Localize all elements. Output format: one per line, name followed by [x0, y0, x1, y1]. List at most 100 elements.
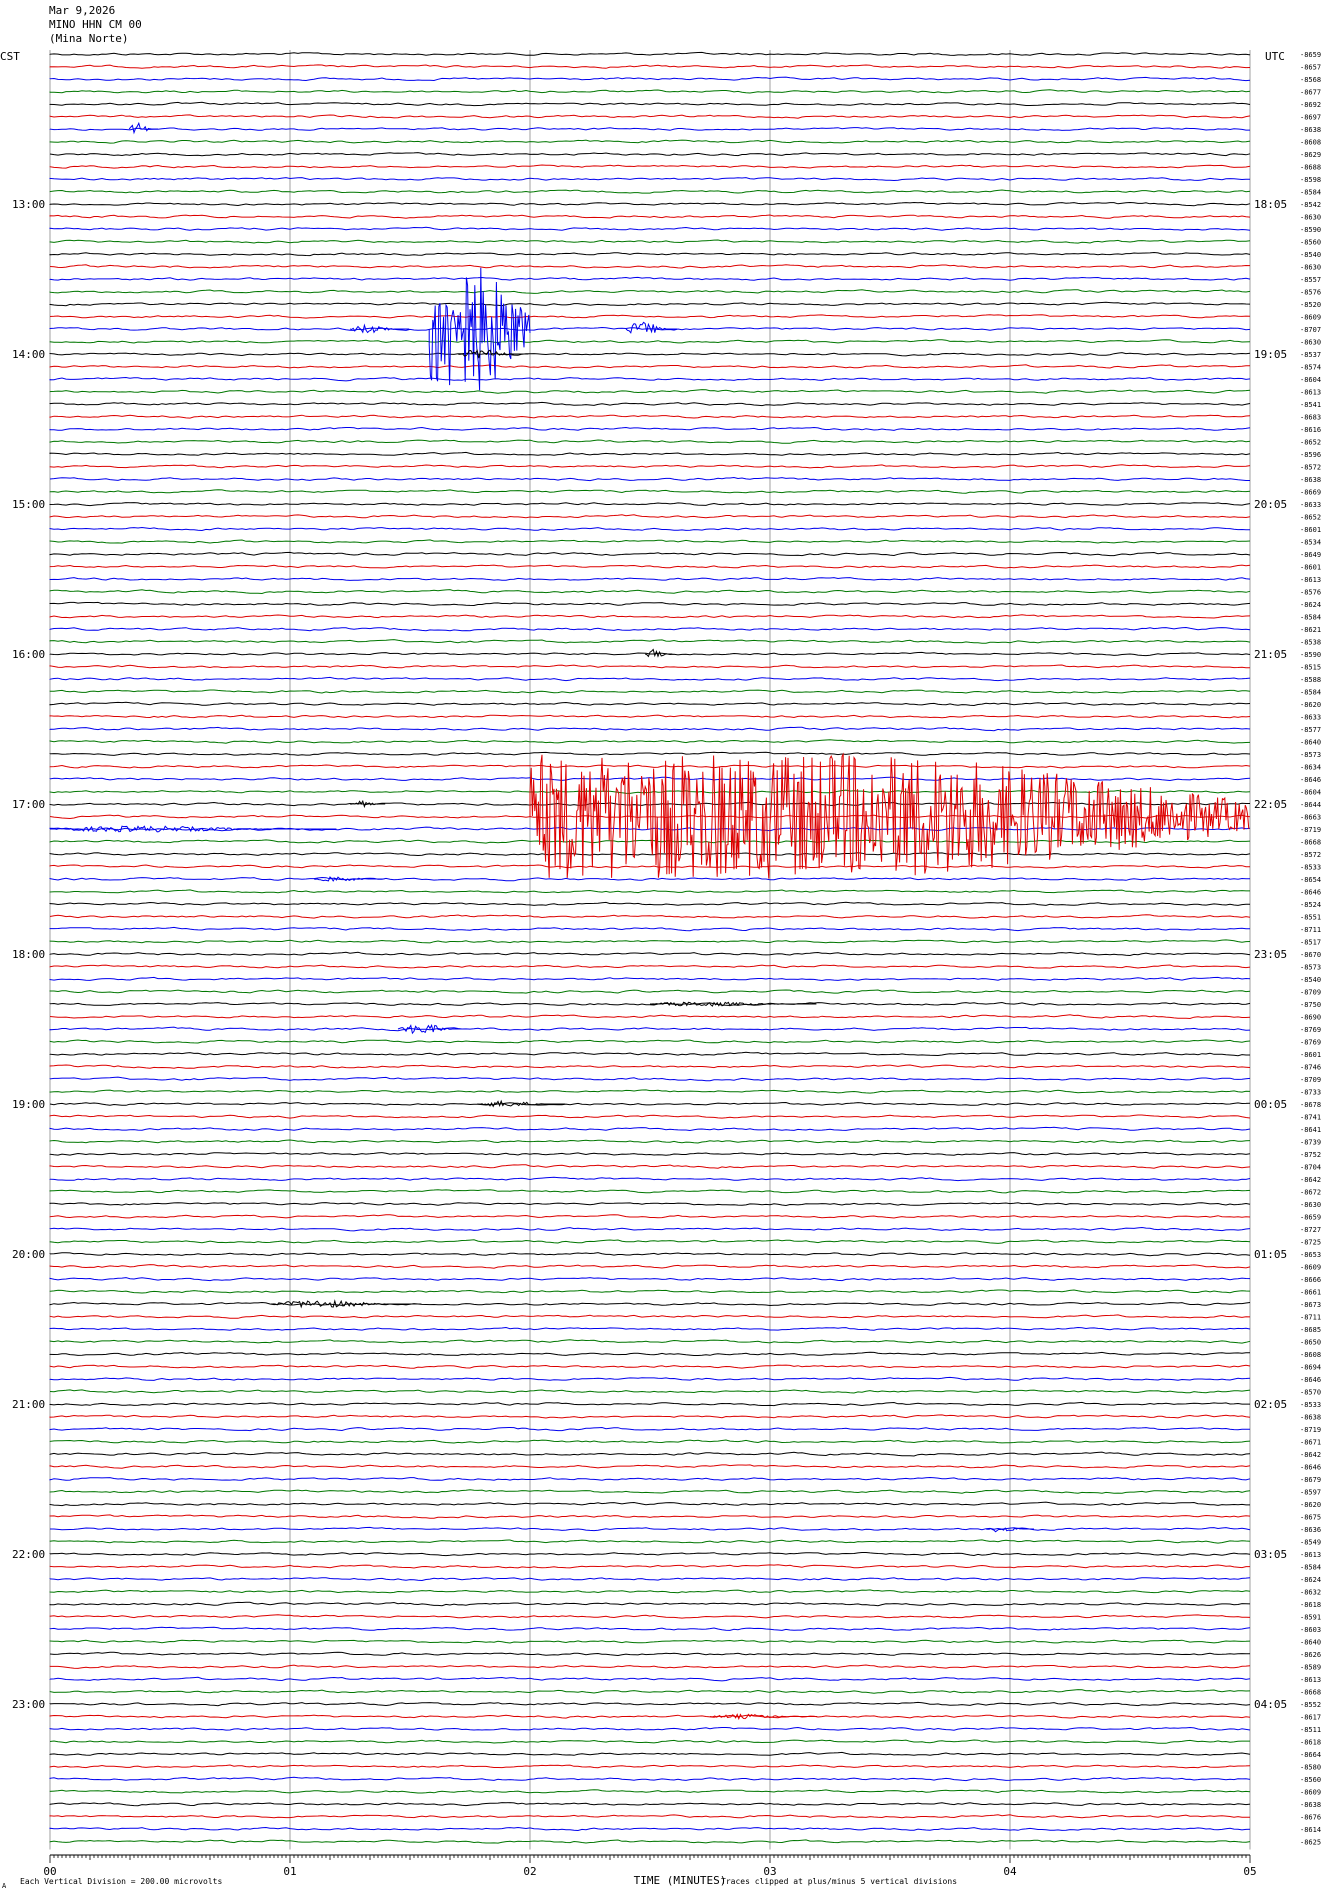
- row-value-label: -8614: [1300, 1826, 1321, 1834]
- row-value-label: -8601: [1300, 564, 1321, 572]
- row-value-label: -8604: [1300, 789, 1321, 797]
- row-value-label: -8620: [1300, 1501, 1321, 1509]
- row-value-label: -8704: [1300, 1164, 1321, 1172]
- row-value-label: -8560: [1300, 1776, 1321, 1784]
- row-value-label: -8654: [1300, 876, 1321, 884]
- trace-row-30: [49, 426, 1251, 431]
- row-value-label: -8573: [1300, 964, 1321, 972]
- row-value-label: -8617: [1300, 1714, 1321, 1722]
- row-value-label: -8630: [1300, 339, 1321, 347]
- left-hour-label: 17:00: [12, 798, 45, 811]
- row-value-label: -8634: [1300, 764, 1321, 772]
- row-value-label: -8638: [1300, 126, 1321, 134]
- row-value-label: -8690: [1300, 1014, 1321, 1022]
- trace-row-49: [49, 664, 1251, 669]
- trace-row-19: [49, 289, 1251, 294]
- trace-row-143: [49, 1839, 1251, 1844]
- trace-row-131: [49, 1689, 1251, 1694]
- row-value-label: -8618: [1300, 1739, 1321, 1747]
- row-value-label: -8630: [1300, 264, 1321, 272]
- trace-row-28: [49, 401, 1251, 407]
- row-value-label: -8515: [1300, 664, 1321, 672]
- trace-row-0: [49, 51, 1251, 56]
- row-value-label: -8533: [1300, 864, 1321, 872]
- right-hour-label: 23:05: [1254, 948, 1287, 961]
- trace-row-81: [49, 1064, 1251, 1069]
- row-value-label: -8560: [1300, 239, 1321, 247]
- trace-row-121: [49, 1564, 1250, 1569]
- trace-row-26: [49, 376, 1251, 382]
- trace-row-16: [49, 251, 1251, 257]
- row-value-label: -8630: [1300, 1201, 1321, 1209]
- left-hour-label: 22:00: [12, 1548, 45, 1561]
- row-value-label: -8679: [1300, 1476, 1321, 1484]
- row-value-label: -8646: [1300, 776, 1321, 784]
- trace-row-39: [49, 539, 1251, 544]
- row-value-label: -8642: [1300, 1451, 1321, 1459]
- trace-row-4: [49, 101, 1251, 107]
- row-value-label: -8709: [1300, 989, 1321, 997]
- row-value-label: -8638: [1300, 476, 1321, 484]
- row-value-label: -8664: [1300, 1751, 1321, 1759]
- trace-row-140: [49, 1802, 1251, 1807]
- trace-row-23: [49, 339, 1251, 344]
- row-value-label: -8608: [1300, 139, 1321, 147]
- event-trace-9: [313, 876, 385, 882]
- row-value-label: -8572: [1300, 851, 1321, 859]
- row-value-label: -8640: [1300, 739, 1321, 747]
- event-trace-14: [985, 1527, 1034, 1533]
- trace-row-33: [49, 464, 1251, 469]
- left-hour-label: 21:00: [12, 1398, 45, 1411]
- right-hour-label: 20:05: [1254, 498, 1287, 511]
- right-hour-label: 22:05: [1254, 798, 1287, 811]
- row-value-label: -8733: [1300, 1089, 1321, 1097]
- header-site: (Mina Norte): [49, 32, 129, 45]
- row-value-label: -8588: [1300, 676, 1321, 684]
- trace-row-65: [49, 864, 1250, 869]
- trace-row-46: [49, 626, 1251, 632]
- row-value-label: -8653: [1300, 1251, 1321, 1259]
- trace-row-91: [49, 1189, 1251, 1194]
- row-value-label: -8725: [1300, 1239, 1321, 1247]
- time-grid: [49, 50, 1251, 1850]
- trace-row-22: [49, 326, 1251, 331]
- trace-row-102: [49, 1326, 1251, 1331]
- right-timezone-label: UTC: [1265, 50, 1285, 63]
- row-value-label: -8601: [1300, 526, 1321, 534]
- trace-row-95: [49, 1239, 1251, 1244]
- trace-row-124: [49, 1601, 1251, 1607]
- row-value-label: -8557: [1300, 276, 1321, 284]
- row-value-label: -8672: [1300, 1189, 1321, 1197]
- trace-row-34: [49, 476, 1250, 482]
- trace-row-5: [49, 114, 1251, 119]
- row-value-label: -8596: [1300, 451, 1321, 459]
- row-value-label: -8626: [1300, 1651, 1321, 1659]
- event-trace-12: [477, 1099, 566, 1108]
- row-value-label: -8657: [1300, 64, 1321, 72]
- trace-row-127: [49, 1639, 1251, 1644]
- trace-row-9: [49, 164, 1251, 169]
- row-value-label: -8746: [1300, 1064, 1321, 1072]
- row-value-label: -8741: [1300, 1114, 1321, 1122]
- trace-row-58: [49, 776, 1251, 782]
- trace-row-116: [49, 1501, 1250, 1507]
- row-value-label: -8604: [1300, 376, 1321, 384]
- row-value-label: -8576: [1300, 589, 1321, 597]
- trace-row-3: [49, 89, 1251, 94]
- row-value-label: -8608: [1300, 1351, 1321, 1359]
- row-value-label: -8584: [1300, 189, 1321, 197]
- row-value-label: -8692: [1300, 101, 1321, 109]
- left-hour-label: 14:00: [12, 348, 45, 361]
- trace-row-11: [49, 189, 1251, 194]
- row-value-label: -8570: [1300, 1389, 1321, 1397]
- trace-row-80: [49, 1051, 1250, 1057]
- trace-row-109: [49, 1414, 1251, 1419]
- trace-row-139: [49, 1789, 1251, 1794]
- row-value-label: -8644: [1300, 801, 1321, 809]
- trace-row-77: [49, 1014, 1251, 1020]
- trace-row-36: [49, 502, 1251, 507]
- row-value-label: -8769: [1300, 1026, 1321, 1034]
- left-hour-label: 18:00: [12, 948, 45, 961]
- event-trace-4: [457, 349, 529, 359]
